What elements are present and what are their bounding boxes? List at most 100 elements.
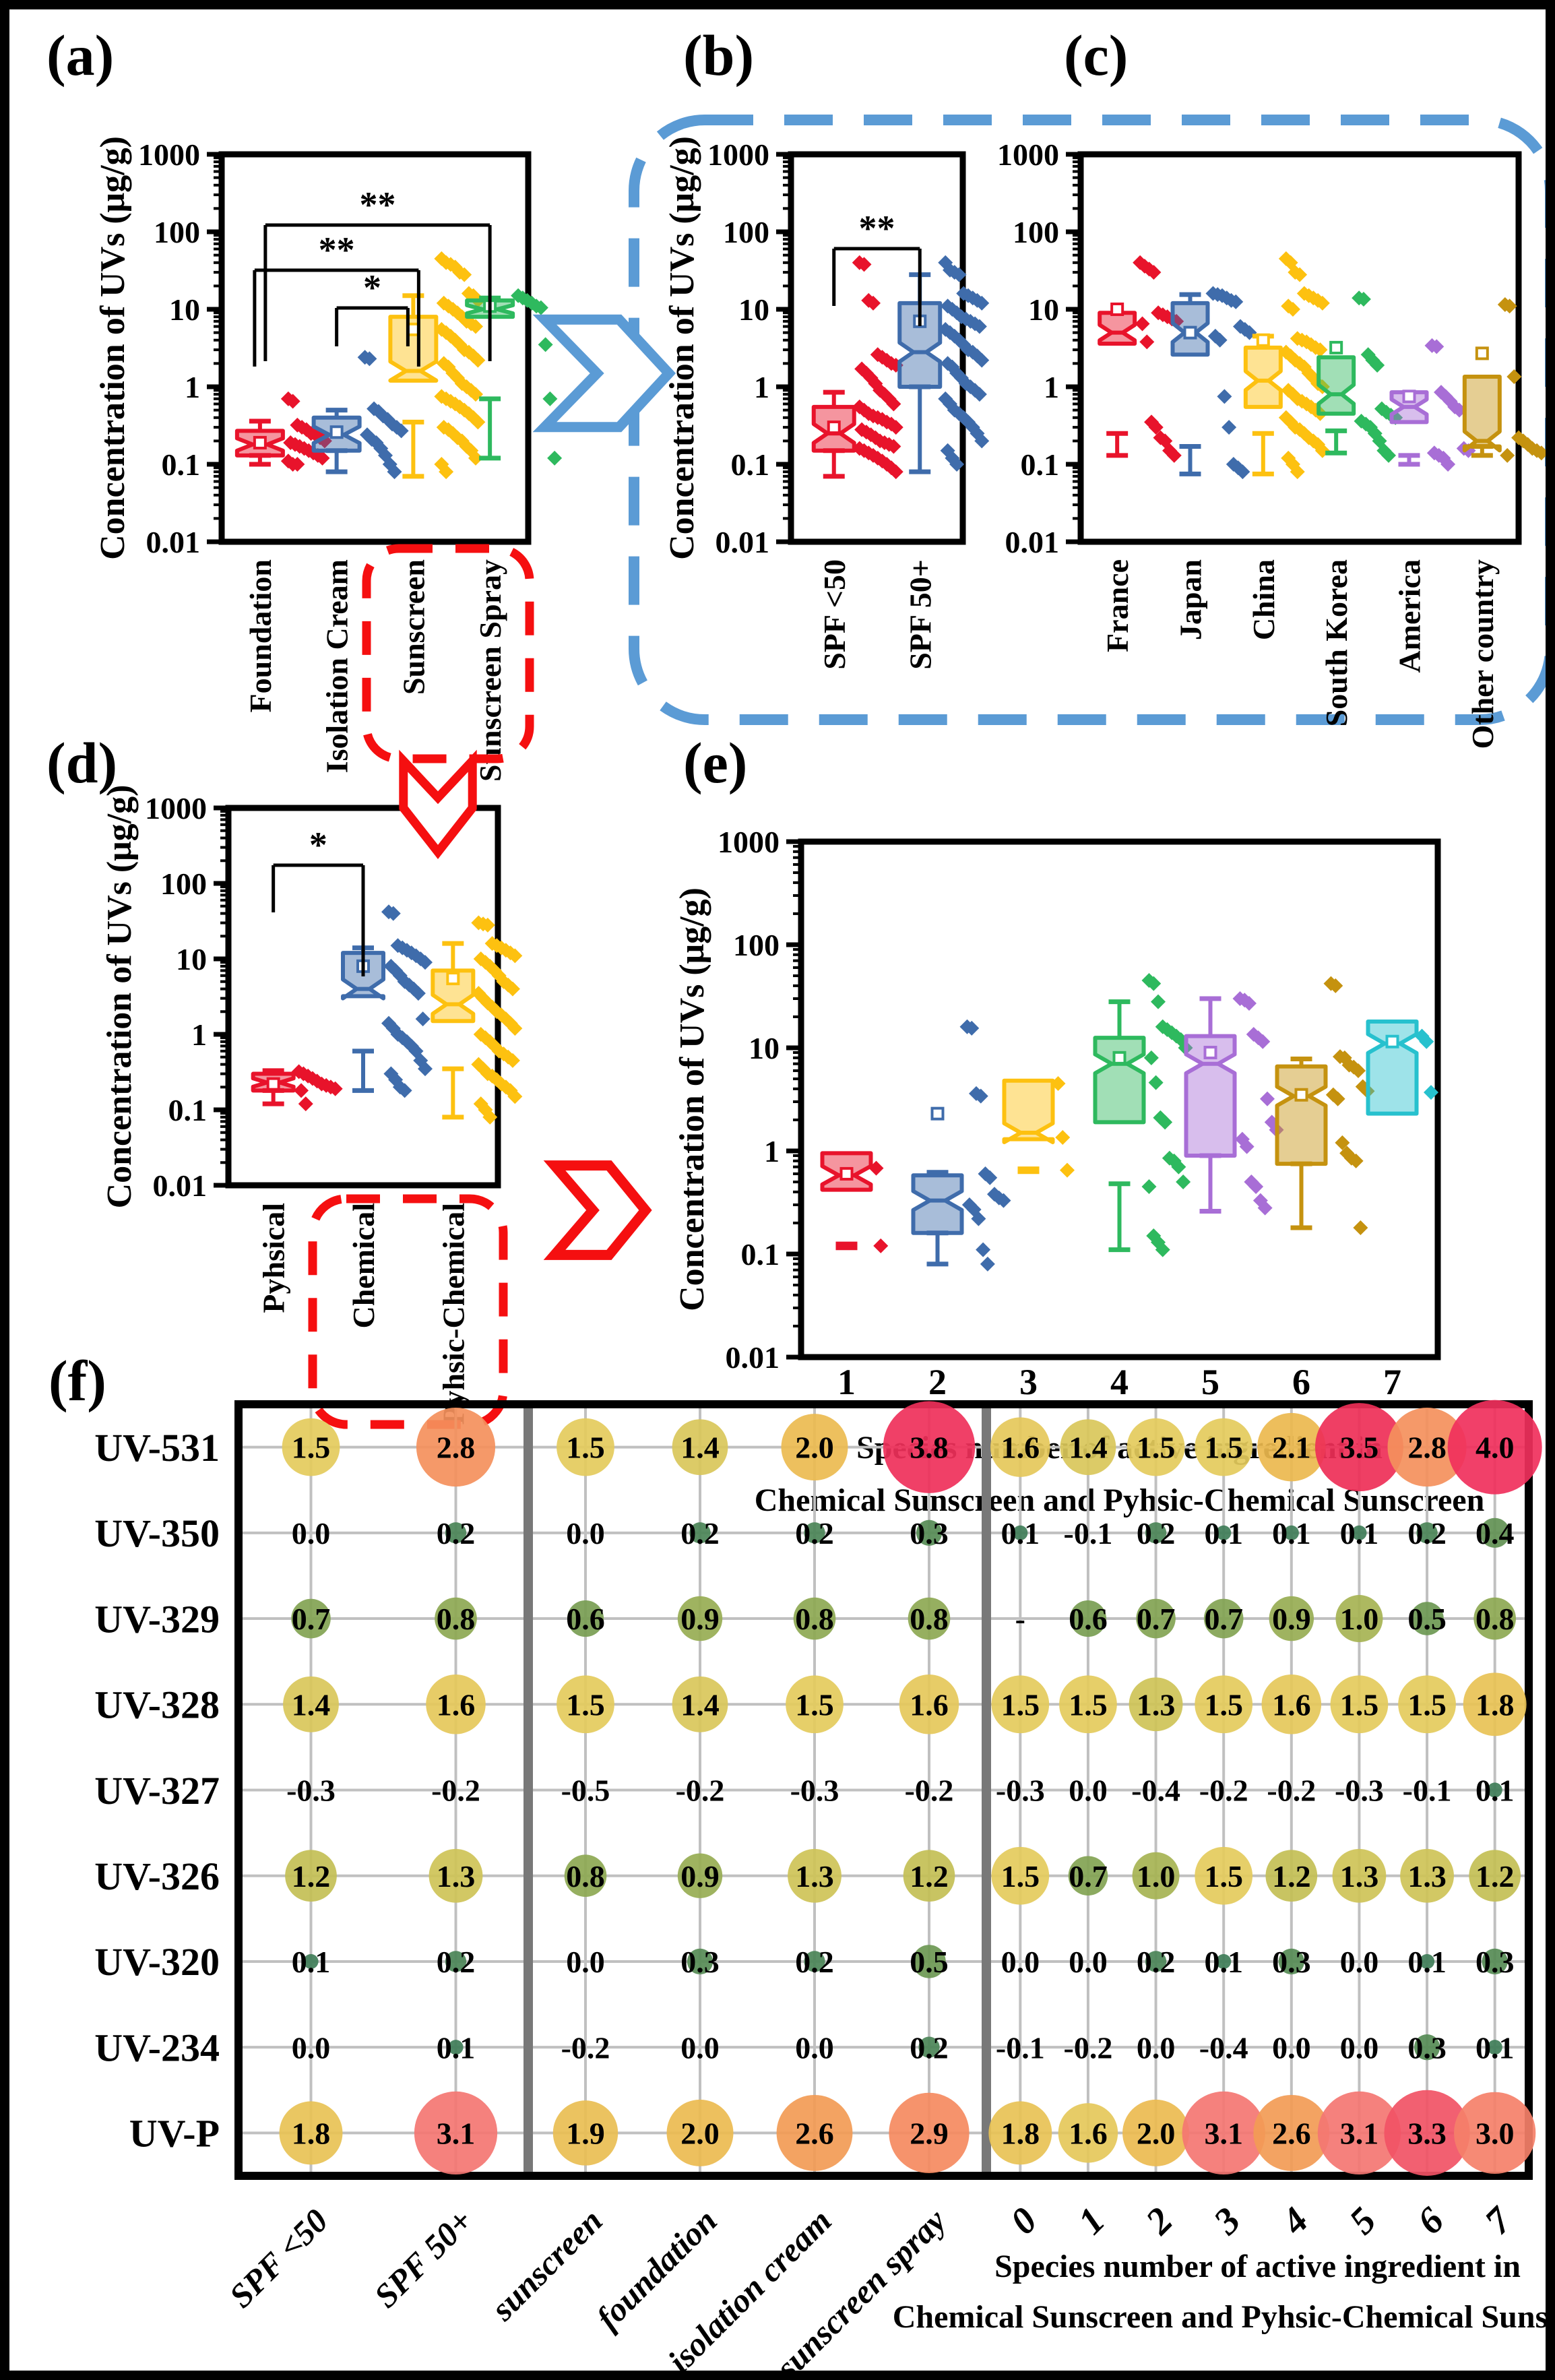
bubble-value: -0.2 [905,1774,954,1808]
bubble-UV-329-3 [1203,1598,1244,1639]
bubble-value: -0.3 [1335,1774,1384,1808]
panel-d-plot: 1000 100 10 1 0.1 0.01 Concentration of UVs (μ… [100,785,523,1429]
bubble-value: 3.1 [1204,2116,1243,2150]
bubble-value: 0.1 [1001,1516,1040,1551]
bubble-UV-350-isolation cream [804,1522,825,1544]
bubble-UV-P-sunscreen [552,2100,618,2166]
panel-f-bubble-matrix: UV-531 1.5 2.8 1.5 1.4 2.0 3.8 1.6 1.4 1.5 1.5 2.1 3… [94,1400,1546,2371]
bubble-value: 1.6 [1001,1431,1040,1465]
bubble-value: -0.3 [286,1774,336,1808]
bubble-value: -0.3 [790,1774,839,1808]
bubble-value: 0.7 [1204,1602,1243,1636]
bubble-UV-326-0 [991,1846,1050,1905]
bubble-value: 0.2 [910,2030,949,2065]
bubble-value: 1.6 [1272,1687,1311,1722]
bubble-row-UV-327: -0.3 -0.2 -0.5 -0.2 -0.3 -0.2 -0.3 0.0 -0.4 -0.2-… [286,1774,1514,1808]
row-label-UV-320: UV-320 [94,1940,220,1984]
bubble-value: 1.3 [795,1859,834,1893]
bubble-value: 2.8 [437,1431,476,1465]
bubble-value: 1.5 [1137,1431,1176,1465]
bubble-value: 1.0 [1137,1859,1176,1893]
bubble-UV-531-SPF 50+ [416,1408,496,1487]
y-tick-label: 10 [738,292,769,327]
y-axis-title: Concentration of UVs (μg/g) [673,887,711,1311]
bubble-value: 0.2 [1407,1516,1447,1551]
bubble-value: 1.5 [566,1431,605,1465]
red-dashed-highlight-a [362,544,534,763]
bubble-value: 0.1 [1407,1945,1447,1979]
f-axis-caption-line: Chemical Sunscreen and Pyhsic-Chemical S… [893,2299,1555,2335]
bubble-UV-531-sunscreen [557,1418,614,1476]
bubble-UV-350-foundation [689,1522,711,1544]
col-label-SPF 50+: SPF 50+ [367,2201,480,2315]
significance-bracket: * [335,268,410,346]
scatter-points [852,255,903,480]
bubble-UV-326-3 [1195,1846,1253,1905]
plot-border [218,151,532,545]
y-axis-title: Concentration of UVs (μg/g) [94,136,132,560]
bubble-UV-328-SPF 50+ [426,1674,486,1734]
bubble-value: 0.0 [1069,1945,1108,1979]
panel-label-c: (c) [1064,23,1129,88]
y-tick-label: 10 [749,1031,780,1065]
bubble-value: 1.5 [292,1431,331,1465]
bubble-value: 3.0 [1475,2116,1515,2150]
y-tick-label: 1000 [707,137,769,172]
bubble-UV-326-sunscreen [564,1854,607,1898]
bubble-value: 0.0 [292,1516,331,1551]
bubble-UV-328-5 [1330,1675,1389,1734]
bubble-UV-326-sunscreen spray [903,1850,955,1902]
bubble-value: 0.2 [437,1516,476,1551]
row-label-UV-327: UV-327 [94,1769,220,1813]
bubble-value: 0.1 [1340,1516,1379,1551]
scatter-points [1205,286,1257,480]
bubble-UV-326-SPF 50+ [429,1848,483,1903]
bubble-value: 2.0 [795,1431,834,1465]
bubble-value: 0.8 [437,1602,476,1636]
bubble-value: 0.6 [1069,1602,1108,1636]
bubble-value: 3.3 [1407,2116,1447,2150]
bubble-value: 1.6 [910,1687,949,1722]
bubble-value: 0.3 [910,1516,949,1551]
bubble-UV-320-SPF 50+ [445,1951,467,1972]
bubble-UV-350-2 [1145,1522,1167,1544]
bubble-value: 0.0 [566,1945,605,1979]
bubble-UV-328-1 [1059,1675,1117,1734]
y-tick-label: 0.01 [146,525,201,559]
col-label-2: 2 [1137,2199,1180,2243]
y-tick-label: 0.1 [162,447,201,482]
x-tick-label: 7 [1383,1362,1401,1402]
scatter-points [291,1064,343,1112]
bubble-value: 0.1 [1475,2030,1515,2065]
bubble-value: - [1015,1602,1025,1636]
panel-label-b: (b) [683,23,755,88]
bubble-value: 0.1 [1204,1516,1243,1551]
bubble-value: 1.8 [1001,2116,1040,2150]
bubble-UV-P-7 [1454,2092,1536,2174]
bubble-UV-328-SPF <50 [283,1676,339,1732]
bubble-UV-328-3 [1195,1675,1253,1734]
d-category-Chemical [341,904,433,1098]
bubble-value: 0.0 [1340,2030,1379,2065]
y-axis-ticks: 1000 100 10 1 0.1 0.01 [707,137,791,559]
bubble-row-UV-234: 0.0 0.1 -0.2 0.0 0.0 0.2 -0.1 -0.2 0.0 -0.4 0.0 0.0… [292,2030,1515,2065]
bubble-UV-326-2 [1132,1852,1180,1900]
bubble-UV-P-isolation cream [776,2094,853,2171]
panel-label-a: (a) [46,23,115,88]
x-tick-label: SPF 50+ [903,559,937,670]
y-tick-label: 0.01 [726,1340,780,1375]
bubble-UV-350-3 [1216,1525,1232,1540]
b-category-SPF <50 [811,255,903,480]
bubble-value: 1.2 [910,1859,949,1893]
bubble-UV-234-6 [1414,2034,1440,2061]
y-tick-label: 1000 [718,825,780,859]
bubble-value: 2.9 [910,2116,949,2150]
y-axis-ticks: 1000 100 10 1 0.1 0.01 [997,137,1081,559]
bubble-UV-320-7 [1482,1948,1508,1975]
mean-marker [1329,340,1343,354]
bubble-value: 1.2 [1475,1859,1515,1893]
x-tick-label: 2 [928,1362,947,1402]
mean-marker [1110,303,1124,316]
bubble-value: 0.3 [1407,2030,1447,2065]
bubble-UV-P-SPF <50 [279,2101,343,2165]
